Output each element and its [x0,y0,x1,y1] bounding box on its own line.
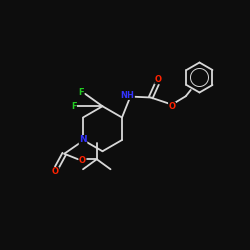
Text: F: F [71,102,76,111]
Text: NH: NH [120,90,134,100]
Text: F: F [78,88,84,97]
Text: O: O [155,75,162,84]
Text: N: N [79,136,87,144]
Text: O: O [52,168,59,176]
Text: O: O [79,156,86,165]
Text: O: O [168,102,175,111]
